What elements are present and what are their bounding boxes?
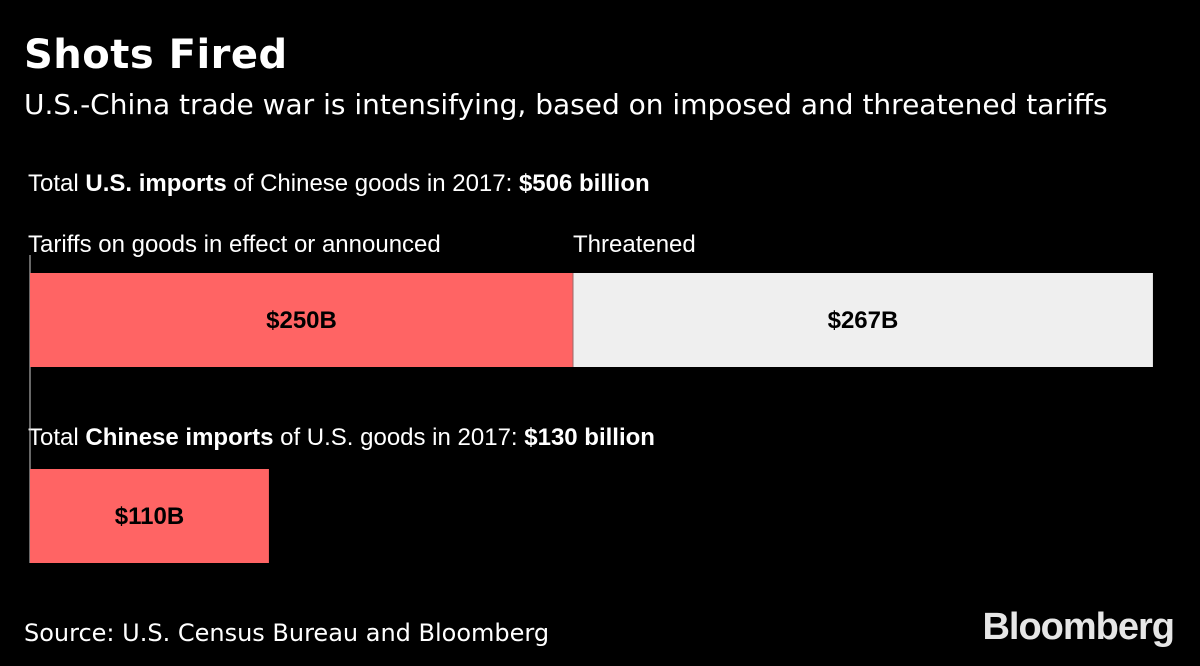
china-imports-prefix: Total xyxy=(28,424,86,451)
bar-value-label: $267B xyxy=(828,307,899,334)
us-imports-heading: Total U.S. imports of Chinese goods in 2… xyxy=(28,170,650,198)
china-imports-bold: Chinese imports xyxy=(85,424,274,451)
bloomberg-logo: Bloomberg xyxy=(982,606,1175,648)
source-note: Source: U.S. Census Bureau and Bloomberg xyxy=(24,619,550,647)
china-imports-mid: of U.S. goods in 2017: xyxy=(273,424,525,451)
bar-segment xyxy=(30,469,269,563)
bar-segment xyxy=(573,273,1153,367)
us-imports-bold: U.S. imports xyxy=(85,170,227,197)
bar-value-label: $250B xyxy=(266,307,337,334)
us-imports-total: $506 billion xyxy=(518,170,650,197)
us-imports-prefix: Total xyxy=(28,170,86,197)
bar-value-label: $110B xyxy=(115,503,184,530)
us-imports-mid: of Chinese goods in 2017: xyxy=(226,170,519,197)
bar-segment xyxy=(30,273,573,367)
page-title: Shots Fired xyxy=(24,32,288,78)
page-subtitle: U.S.-China trade war is intensifying, ba… xyxy=(24,88,1108,121)
tariffs-segment-label: Tariffs on goods in effect or announced xyxy=(28,231,441,258)
china-imports-total: $130 billion xyxy=(524,424,655,451)
china-imports-heading: Total Chinese imports of U.S. goods in 2… xyxy=(28,424,655,452)
threatened-segment-label: Threatened xyxy=(573,231,696,258)
